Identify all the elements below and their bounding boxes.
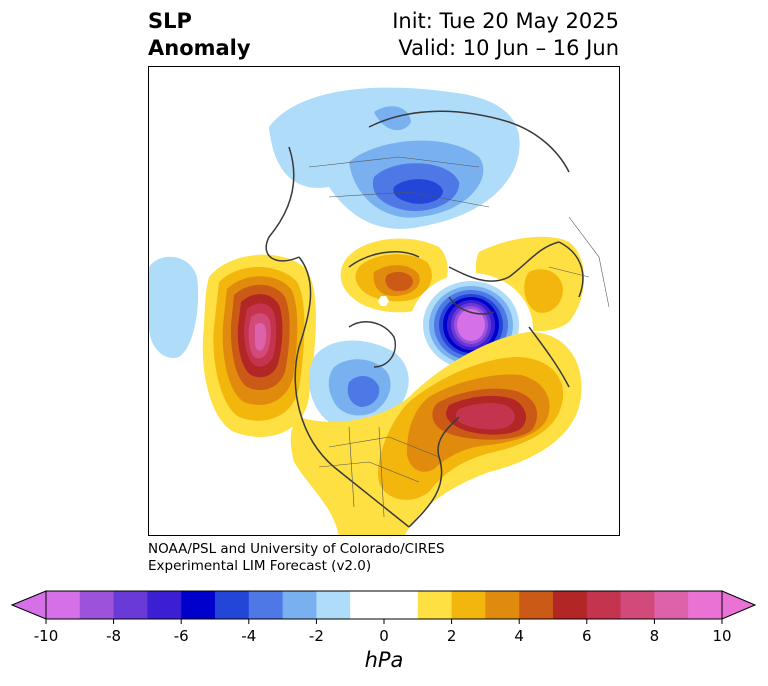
colorbar-tick-label: 2: [446, 627, 457, 645]
colorbar-tick-label: -6: [173, 627, 189, 645]
colorbar-segment: [248, 591, 284, 619]
eastern-north-america-low: [309, 340, 409, 429]
colorbar-min-arrow: [10, 590, 47, 620]
siberia-low: [269, 87, 520, 229]
pacific-high: [202, 254, 316, 437]
colorbar-segment: [688, 591, 723, 619]
colorbar-tick-label: 10: [712, 627, 732, 645]
colorbar-tick-label: 6: [582, 627, 592, 645]
colorbar-segment: [79, 591, 115, 619]
colorbar-max-arrow: [721, 590, 757, 620]
colorbar-ticks: [45, 619, 723, 624]
colorbar-segment: [654, 591, 689, 619]
colorbar-segment: [215, 591, 250, 619]
colorbar-tick-label: -10: [33, 627, 59, 645]
credit-line-2: Experimental LIM Forecast (v2.0): [148, 558, 372, 574]
north-atlantic-high: [290, 332, 582, 535]
variable-label: SLP: [148, 9, 192, 33]
map-title: SLP Anomaly: [148, 8, 348, 62]
coastlines: [265, 110, 584, 528]
colorbar-segments: [45, 590, 723, 620]
credit-text: NOAA/PSL and University of Colorado/CIRE…: [148, 541, 445, 575]
colorbar-unit: hPa: [364, 648, 404, 672]
colorbar: [10, 590, 757, 624]
colorbar-tick-label: -2: [308, 627, 324, 645]
colorbar-segment: [350, 591, 419, 619]
init-date: Init: Tue 20 May 2025: [392, 9, 619, 33]
colorbar-segment: [417, 591, 453, 619]
colorbar-segment: [46, 591, 81, 619]
colorbar-tick-label: -4: [241, 627, 257, 645]
colorbar-tick-label: -8: [106, 627, 122, 645]
colorbar-segment: [485, 591, 520, 619]
colorbar-tick-label: 0: [379, 627, 389, 645]
colorbar-segment: [282, 591, 317, 619]
anomaly-map: [149, 67, 619, 535]
map-panel: [148, 66, 620, 536]
colorbar-segment: [113, 591, 148, 619]
colorbar-segment: [620, 591, 655, 619]
colorbar-segment: [316, 591, 351, 619]
valid-range: Valid: 10 Jun – 16 Jun: [398, 36, 619, 60]
political-borders: [308, 156, 610, 518]
colorbar-segment: [451, 591, 486, 619]
colorbar-tick-label: 8: [649, 627, 660, 645]
credit-line-1: NOAA/PSL and University of Colorado/CIRE…: [148, 541, 445, 557]
colorbar-segment: [586, 591, 622, 619]
colorbar-segment: [519, 591, 554, 619]
colorbar-segment: [147, 591, 182, 619]
colorbar-tick-label: 4: [514, 627, 524, 645]
forecast-dates: Init: Tue 20 May 2025 Valid: 10 Jun – 16…: [299, 8, 619, 62]
variable-label-2: Anomaly: [148, 36, 251, 60]
arctic-high: [340, 238, 448, 313]
colorbar-segment: [181, 591, 216, 619]
colorbar-segment: [553, 591, 588, 619]
pacific-low-patch: [149, 256, 199, 358]
